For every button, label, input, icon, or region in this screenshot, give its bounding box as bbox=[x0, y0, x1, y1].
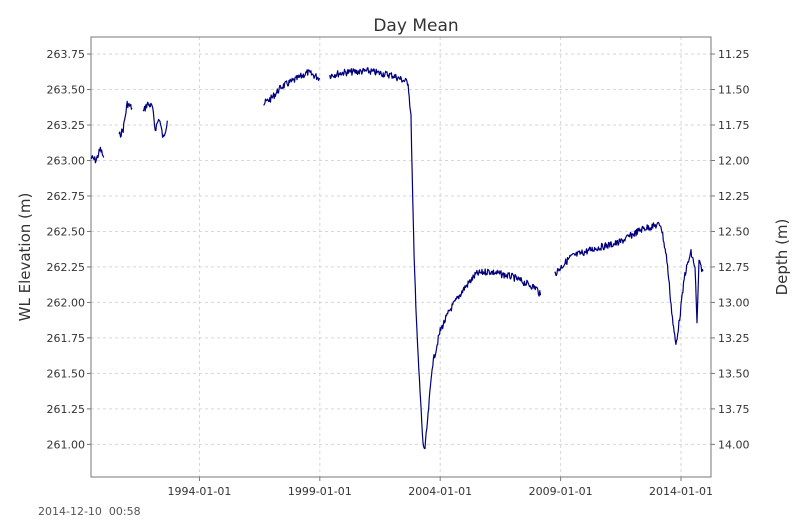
y-tick-label-right: 11.75 bbox=[718, 119, 750, 132]
series-line-segment bbox=[263, 69, 321, 106]
y-tick-label-right: 11.50 bbox=[718, 84, 750, 97]
grid bbox=[91, 37, 711, 477]
series-line-segment bbox=[329, 67, 542, 450]
series-group bbox=[90, 67, 704, 450]
chart-title: Day Mean bbox=[373, 16, 458, 36]
x-tick-label: 2014-01-01 bbox=[649, 485, 713, 498]
axes: 261.00 261.25 261.50 261.75 262.00 262.25 262.… bbox=[47, 48, 750, 498]
y-tick-label-left: 263.50 bbox=[47, 84, 86, 97]
y-tick-label-left: 262.25 bbox=[47, 261, 86, 274]
x-tick-label: 2009-01-01 bbox=[529, 485, 593, 498]
y-axis-label-right: Depth (m) bbox=[773, 219, 791, 296]
y-tick-label-right: 12.00 bbox=[718, 154, 750, 167]
y-tick-label-right: 13.00 bbox=[718, 296, 750, 309]
y-tick-label-right: 13.75 bbox=[718, 403, 750, 416]
series-line-segment bbox=[90, 146, 105, 164]
y-tick-label-left: 261.50 bbox=[47, 367, 86, 380]
y-tick-label-right: 11.25 bbox=[718, 48, 750, 61]
series-line-segment bbox=[554, 221, 704, 345]
y-tick-label-right: 13.25 bbox=[718, 332, 750, 345]
y-axis-label-left: WL Elevation (m) bbox=[16, 193, 34, 322]
series-line-segment bbox=[118, 100, 133, 138]
y-tick-label-right: 14.00 bbox=[718, 438, 750, 451]
x-tick-label: 1994-01-01 bbox=[167, 485, 231, 498]
y-tick-label-left: 262.75 bbox=[47, 190, 86, 203]
y-tick-label-right: 12.50 bbox=[718, 225, 750, 238]
y-tick-label-left: 261.75 bbox=[47, 332, 86, 345]
y-tick-label-left: 263.75 bbox=[47, 48, 86, 61]
x-tick-label: 1999-01-01 bbox=[288, 485, 352, 498]
y-tick-label-left: 261.25 bbox=[47, 403, 86, 416]
y-tick-label-right: 12.75 bbox=[718, 261, 750, 274]
series-line-segment bbox=[142, 101, 168, 138]
y-tick-label-left: 261.00 bbox=[47, 438, 86, 451]
y-tick-label-left: 263.00 bbox=[47, 154, 86, 167]
y-tick-label-left: 262.00 bbox=[47, 296, 86, 309]
x-tick-label: 2004-01-01 bbox=[408, 485, 472, 498]
y-tick-label-left: 262.50 bbox=[47, 225, 86, 238]
y-tick-label-right: 13.50 bbox=[718, 367, 750, 380]
y-tick-label-left: 263.25 bbox=[47, 119, 86, 132]
timestamp-label: 2014-12-10 00:58 bbox=[38, 505, 141, 518]
y-tick-label-right: 12.25 bbox=[718, 190, 750, 203]
plot-frame bbox=[90, 36, 712, 478]
